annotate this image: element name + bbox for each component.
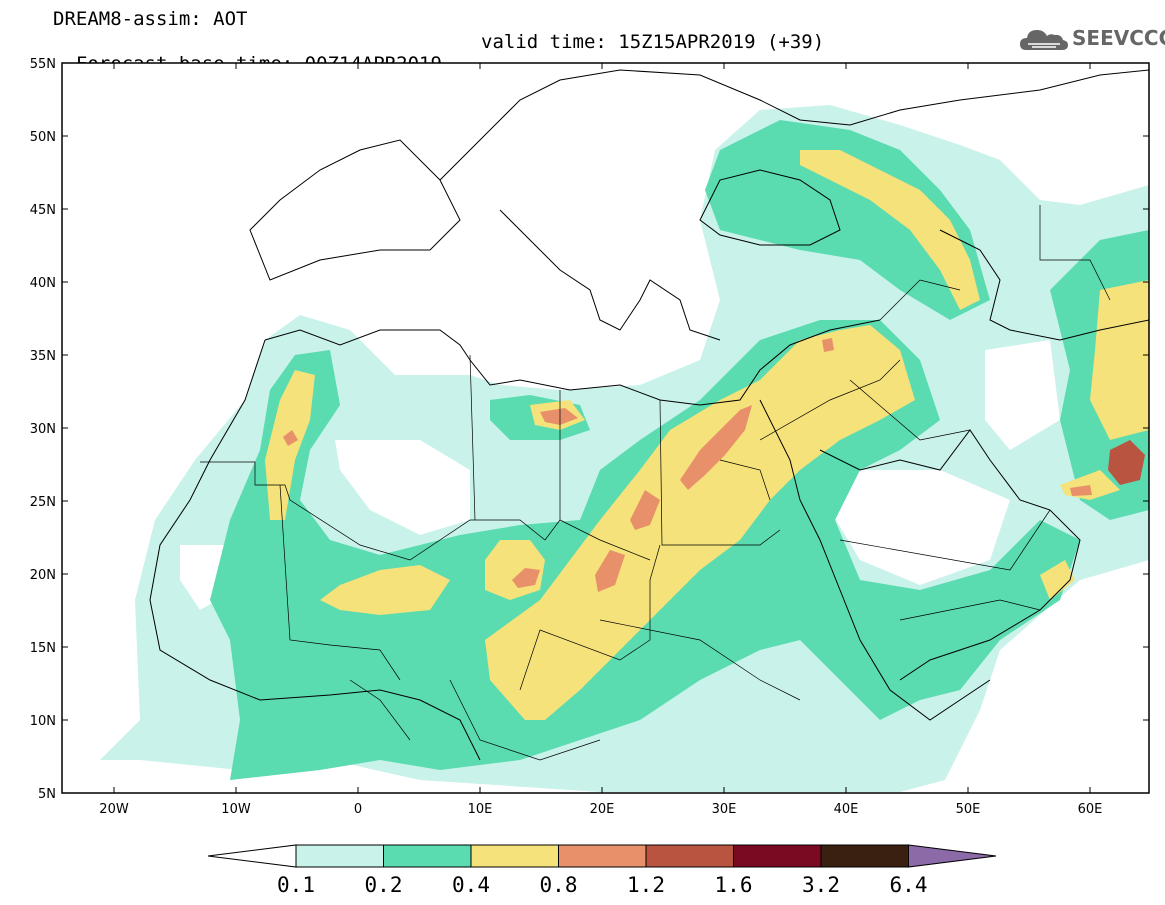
lon-label: 20W: [99, 802, 129, 817]
longitude-axis: 20W 10W 0 10E 20E 30E 40E 50E 60E: [99, 63, 1102, 817]
lat-label: 25N: [30, 495, 56, 510]
coastlines: [149, 69, 1149, 761]
lat-label: 30N: [30, 422, 56, 437]
lat-label: 40N: [30, 276, 56, 291]
lat-label: 55N: [30, 57, 56, 72]
lat-label: 50N: [30, 130, 56, 145]
lon-label: 40E: [834, 802, 859, 817]
chart-title: DREAM8-assim: AOT: [53, 8, 248, 30]
lon-label: 30E: [712, 802, 737, 817]
aot-field: [100, 105, 1149, 792]
lon-label: 0: [354, 802, 362, 817]
lon-label: 60E: [1078, 802, 1103, 817]
political-borders: [200, 205, 1111, 761]
lat-label: 45N: [30, 203, 56, 218]
lon-label: 50E: [956, 802, 981, 817]
lat-label: 20N: [30, 568, 56, 583]
logo-text: SEEVCCC: [1072, 26, 1165, 50]
cloud-icon: [1020, 30, 1068, 50]
lon-label: 20E: [590, 802, 615, 817]
lat-label: 15N: [30, 641, 56, 656]
lon-label: 10E: [468, 802, 493, 817]
valid-time: valid time: 15Z15APR2019 (+39): [481, 31, 825, 53]
lat-label: 35N: [30, 349, 56, 364]
seevccc-logo: SEEVCCC: [1018, 24, 1165, 54]
lat-label: 5N: [38, 787, 56, 802]
latitude-axis: 55N 50N 45N 40N 35N 30N 25N 20N 15N 10N …: [30, 57, 1149, 802]
lat-label: 10N: [30, 714, 56, 729]
lon-label: 10W: [221, 802, 251, 817]
